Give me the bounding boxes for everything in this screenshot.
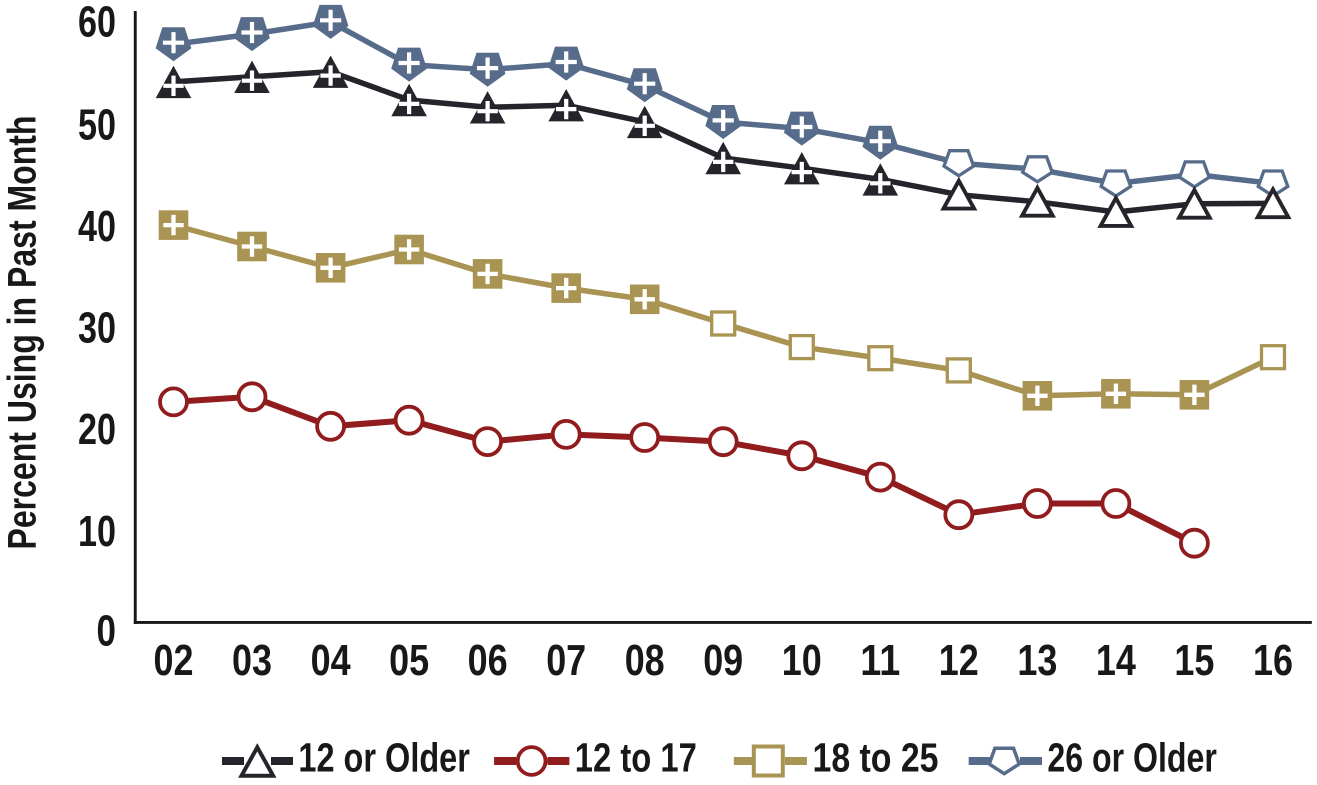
svg-text:02: 02 — [154, 637, 194, 685]
svg-text:50: 50 — [78, 101, 116, 149]
svg-text:20: 20 — [78, 406, 116, 454]
svg-text:14: 14 — [1096, 637, 1136, 685]
svg-text:04: 04 — [311, 637, 351, 685]
svg-text:Percent Using in Past Month: Percent Using in Past Month — [1, 116, 45, 550]
svg-text:03: 03 — [232, 637, 272, 685]
svg-text:12 to 17: 12 to 17 — [575, 735, 697, 781]
svg-text:10: 10 — [78, 508, 116, 556]
svg-text:0: 0 — [97, 607, 117, 655]
svg-text:06: 06 — [468, 637, 508, 685]
svg-text:05: 05 — [389, 637, 429, 685]
svg-text:40: 40 — [78, 203, 116, 251]
svg-text:15: 15 — [1174, 637, 1214, 685]
svg-text:13: 13 — [1017, 637, 1057, 685]
svg-text:60: 60 — [78, 0, 116, 46]
svg-text:12 or Older: 12 or Older — [298, 735, 470, 781]
svg-text:26 or Older: 26 or Older — [1047, 735, 1217, 781]
svg-text:07: 07 — [546, 637, 586, 685]
svg-text:11: 11 — [860, 637, 900, 685]
svg-text:08: 08 — [625, 637, 665, 685]
svg-text:12: 12 — [939, 637, 979, 685]
svg-text:09: 09 — [703, 637, 743, 685]
svg-text:30: 30 — [78, 305, 116, 353]
svg-text:10: 10 — [782, 637, 822, 685]
svg-text:16: 16 — [1253, 637, 1293, 685]
svg-text:18 to 25: 18 to 25 — [813, 735, 939, 781]
